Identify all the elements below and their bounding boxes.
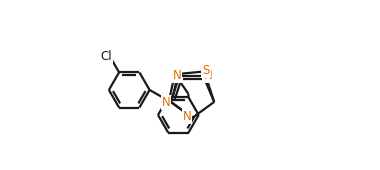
Text: N: N xyxy=(204,69,212,82)
Text: Cl: Cl xyxy=(101,50,112,63)
Text: S: S xyxy=(202,64,210,77)
Text: N: N xyxy=(183,110,192,123)
Text: N: N xyxy=(162,96,170,109)
Text: N: N xyxy=(173,69,182,82)
